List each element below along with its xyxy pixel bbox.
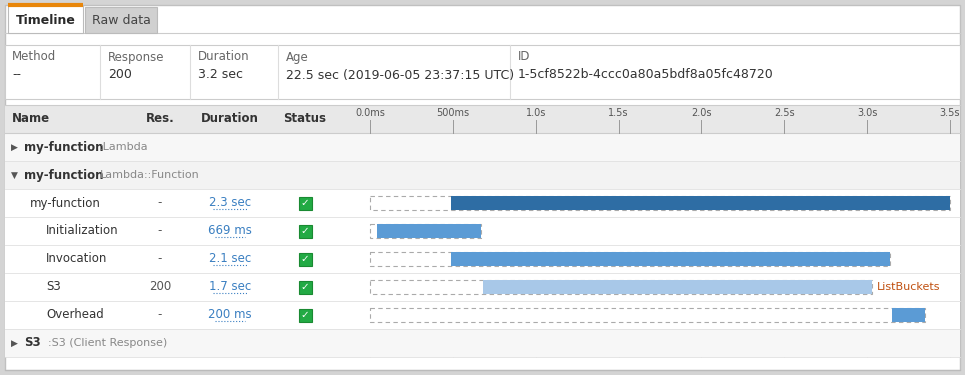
Text: Duration: Duration — [201, 112, 259, 126]
Text: 500ms: 500ms — [436, 108, 469, 118]
Text: ▼: ▼ — [11, 171, 18, 180]
Bar — [5, 329, 960, 357]
Text: S3: S3 — [24, 336, 41, 350]
Text: 2.3 sec: 2.3 sec — [209, 196, 251, 210]
Text: 0.0ms: 0.0ms — [355, 108, 385, 118]
Text: my-function: my-function — [30, 196, 101, 210]
Text: -: - — [158, 309, 162, 321]
Text: -: - — [158, 196, 162, 210]
Bar — [5, 301, 960, 329]
Text: Status: Status — [284, 112, 326, 126]
Bar — [298, 309, 312, 321]
Bar — [452, 252, 891, 266]
Text: 2.0s: 2.0s — [691, 108, 711, 118]
Text: Res.: Res. — [146, 112, 175, 126]
Text: Response: Response — [108, 51, 164, 63]
Text: Lambda::Function: Lambda::Function — [99, 170, 200, 180]
Text: 3.5s: 3.5s — [940, 108, 960, 118]
Text: 200: 200 — [108, 69, 132, 81]
Text: :Lambda: :Lambda — [99, 142, 149, 152]
Text: 1.0s: 1.0s — [526, 108, 546, 118]
Bar — [298, 280, 312, 294]
Text: 1.7 sec: 1.7 sec — [208, 280, 251, 294]
Text: 200: 200 — [149, 280, 171, 294]
Text: Invocation: Invocation — [46, 252, 107, 266]
Text: 3.2 sec: 3.2 sec — [198, 69, 243, 81]
Bar — [5, 45, 960, 99]
Text: ✓: ✓ — [301, 198, 310, 208]
Text: Initialization: Initialization — [46, 225, 119, 237]
Text: 1.5s: 1.5s — [608, 108, 629, 118]
Text: -: - — [158, 252, 162, 266]
Bar — [370, 196, 950, 210]
Bar — [482, 280, 872, 294]
Bar — [5, 273, 960, 301]
Text: 1-5cf8522b-4ccc0a80a5bdf8a05fc48720: 1-5cf8522b-4ccc0a80a5bdf8a05fc48720 — [518, 69, 774, 81]
Text: my-function: my-function — [24, 141, 103, 153]
Text: S3: S3 — [46, 280, 61, 294]
Bar — [298, 196, 312, 210]
Text: :S3 (Client Response): :S3 (Client Response) — [47, 338, 167, 348]
Text: 22.5 sec (2019-06-05 23:37:15 UTC): 22.5 sec (2019-06-05 23:37:15 UTC) — [286, 69, 514, 81]
Bar — [5, 245, 960, 273]
Text: Raw data: Raw data — [92, 15, 151, 27]
Text: Name: Name — [12, 112, 50, 126]
Bar — [376, 224, 481, 238]
Bar — [5, 217, 960, 245]
Text: ▶: ▶ — [11, 142, 18, 152]
Text: my-function: my-function — [24, 168, 103, 182]
Text: ListBuckets: ListBuckets — [877, 282, 941, 292]
Bar — [892, 308, 925, 322]
Bar — [5, 161, 960, 189]
Text: 2.5s: 2.5s — [774, 108, 794, 118]
Text: ▶: ▶ — [11, 339, 18, 348]
Text: ID: ID — [518, 51, 531, 63]
Text: Duration: Duration — [198, 51, 250, 63]
Text: ✓: ✓ — [301, 282, 310, 292]
Text: 200 ms: 200 ms — [208, 309, 252, 321]
Text: ✓: ✓ — [301, 310, 310, 320]
Bar — [370, 280, 872, 294]
Text: Overhead: Overhead — [46, 309, 104, 321]
Bar — [8, 5, 83, 33]
Bar — [370, 308, 925, 322]
Text: Age: Age — [286, 51, 309, 63]
Bar — [298, 252, 312, 266]
Text: --: -- — [12, 69, 21, 81]
Text: ✓: ✓ — [301, 254, 310, 264]
Text: 3.0s: 3.0s — [857, 108, 877, 118]
Text: Timeline: Timeline — [15, 13, 75, 27]
Bar — [370, 224, 481, 238]
Bar — [5, 105, 960, 133]
Text: 669 ms: 669 ms — [208, 225, 252, 237]
Text: ✓: ✓ — [301, 226, 310, 236]
Bar — [5, 189, 960, 217]
Bar — [298, 225, 312, 237]
Text: Method: Method — [12, 51, 56, 63]
Bar — [85, 7, 157, 33]
Bar — [452, 196, 950, 210]
Bar — [370, 252, 891, 266]
Text: -: - — [158, 225, 162, 237]
Bar — [5, 133, 960, 161]
Text: 2.1 sec: 2.1 sec — [208, 252, 251, 266]
